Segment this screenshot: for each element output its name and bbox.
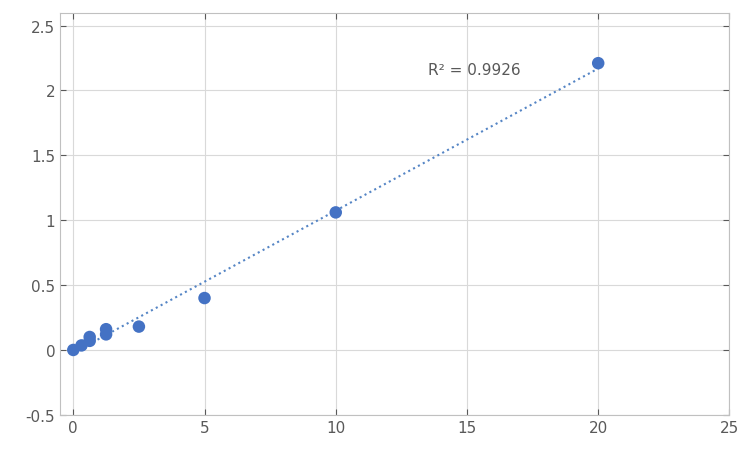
Text: R² = 0.9926: R² = 0.9926 bbox=[428, 63, 520, 78]
Point bbox=[100, 326, 112, 333]
Point bbox=[83, 334, 96, 341]
Point bbox=[592, 60, 604, 68]
Point bbox=[67, 346, 79, 354]
Point bbox=[133, 323, 145, 331]
Point bbox=[83, 337, 96, 345]
Point bbox=[329, 209, 341, 216]
Point bbox=[75, 342, 87, 349]
Point bbox=[100, 331, 112, 338]
Point bbox=[199, 295, 211, 302]
